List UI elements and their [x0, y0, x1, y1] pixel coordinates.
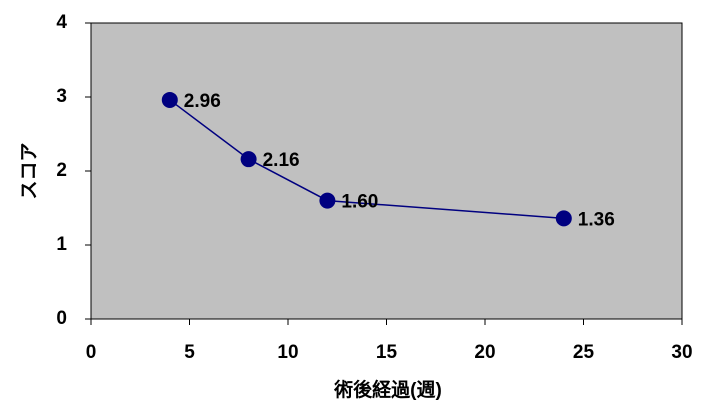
marker: [319, 192, 336, 209]
y-tick-label: 1: [56, 234, 67, 255]
x-tick-label: 0: [86, 342, 97, 363]
line: [169, 99, 564, 220]
x-tick-label: 30: [671, 342, 692, 363]
x-tick-label: 20: [474, 342, 495, 363]
plot-area: [90, 22, 683, 320]
data-label: 1.60: [341, 192, 378, 213]
marker: [240, 151, 257, 168]
y-tick-label: 2: [56, 160, 67, 181]
y-tick-label: 3: [56, 86, 67, 107]
marker: [555, 210, 572, 227]
data-label: 2.96: [184, 91, 221, 112]
y-tick-label: 4: [56, 12, 67, 33]
data-label: 2.16: [263, 150, 300, 171]
x-tick-label: 15: [376, 342, 398, 363]
x-tick-label: 5: [184, 342, 195, 363]
x-tick-label: 10: [277, 342, 298, 363]
marker: [161, 91, 178, 108]
x-tick-label: 25: [573, 342, 595, 363]
y-tick-label: 0: [56, 308, 67, 329]
x-axis-label: 術後経過(週): [333, 378, 442, 401]
y-axis-label: スコア: [19, 142, 40, 199]
data-label: 1.36: [578, 209, 615, 230]
